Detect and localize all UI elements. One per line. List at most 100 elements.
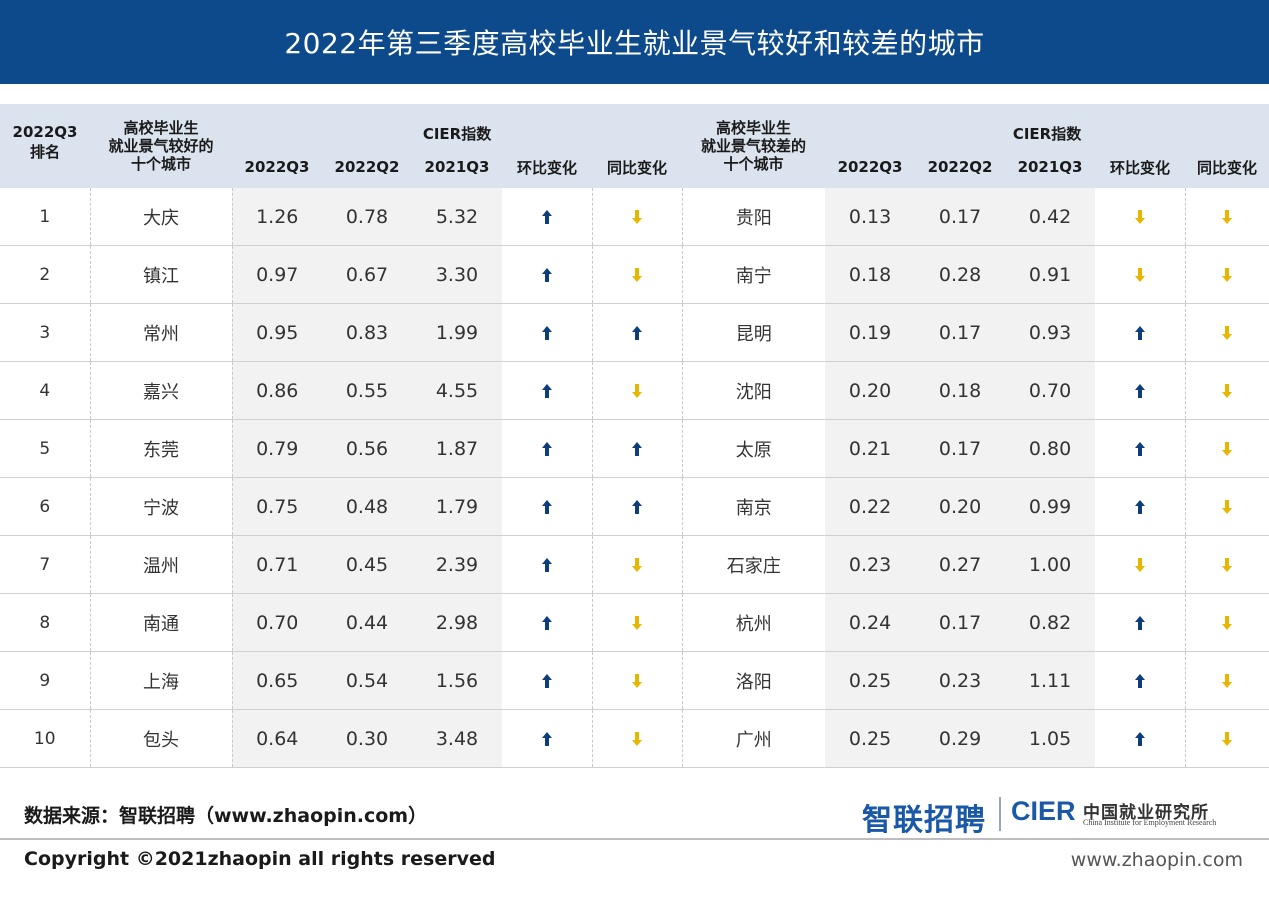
good-2022q2-cell: 0.30 (322, 709, 412, 768)
cier-logo: CIER (1011, 796, 1076, 826)
good-2022q3-cell: 0.75 (232, 477, 322, 536)
table-row: 10 包头 0.64 0.30 3.48 广州 0.25 0.29 1.05 (0, 709, 1269, 768)
good-mom-cell (502, 419, 593, 478)
good-2022q2-cell: 0.45 (322, 535, 412, 594)
table-row: 3 常州 0.95 0.83 1.99 昆明 0.19 0.17 0.93 (0, 303, 1269, 362)
good-2021q3-cell: 1.56 (412, 651, 502, 710)
rank-cell: 9 (0, 651, 91, 710)
arrow-down-icon (632, 674, 643, 688)
bad-yoy-cell (1185, 709, 1269, 768)
bad-yoy-cell (1185, 361, 1269, 420)
good-yoy-cell (592, 535, 683, 594)
good-2021q3-cell: 1.79 (412, 477, 502, 536)
arrow-up-icon (1134, 326, 1145, 340)
bad-city-cell: 沈阳 (682, 361, 826, 420)
good-2022q2-cell: 0.67 (322, 245, 412, 304)
arrow-down-icon (632, 732, 643, 746)
arrow-down-icon (632, 616, 643, 630)
arrow-up-icon (541, 558, 552, 572)
good-yoy-cell (592, 477, 683, 536)
good-2022q3-cell: 0.71 (232, 535, 322, 594)
bad-mom-cell (1095, 188, 1186, 246)
bad-2021q3-cell: 0.82 (1005, 593, 1096, 652)
good-city-cell: 温州 (90, 535, 233, 594)
good-mom-cell (502, 477, 593, 536)
arrow-down-icon (1222, 268, 1233, 282)
bad-2022q3-header: 2022Q3 (825, 146, 916, 188)
bad-2021q3-cell: 1.00 (1005, 535, 1096, 594)
table-row: 8 南通 0.70 0.44 2.98 杭州 0.24 0.17 0.82 (0, 593, 1269, 652)
arrow-down-icon (1222, 558, 1233, 572)
arrow-down-icon (1222, 442, 1233, 456)
copyright: Copyright ©2021zhaopin all rights reserv… (24, 848, 496, 870)
bad-2021q3-header: 2021Q3 (1005, 146, 1096, 188)
title-bar: 2022年第三季度高校毕业生就业景气较好和较差的城市 (0, 0, 1269, 84)
arrow-down-icon (1222, 210, 1233, 224)
bad-yoy-cell (1185, 651, 1269, 710)
table-body: 1 大庆 1.26 0.78 5.32 贵阳 0.13 0.17 0.42 2 镇江 0.97 0.67… (0, 188, 1269, 768)
bad-2022q3-cell: 0.21 (825, 419, 916, 478)
bad-yoy-cell (1185, 245, 1269, 304)
cier-logo-en: China Institute for Employment Research (1083, 818, 1217, 827)
arrow-up-icon (541, 500, 552, 514)
page-title: 2022年第三季度高校毕业生就业景气较好和较差的城市 (284, 27, 985, 60)
bad-2022q2-cell: 0.17 (915, 419, 1006, 478)
rank-cell: 1 (0, 188, 91, 246)
good-mom-cell (502, 535, 593, 594)
bad-2022q3-cell: 0.23 (825, 535, 916, 594)
rank-cell: 5 (0, 419, 91, 478)
data-source: 数据来源：智联招聘（www.zhaopin.com） (24, 805, 428, 827)
good-city-cell: 镇江 (90, 245, 233, 304)
good-2022q2-cell: 0.56 (322, 419, 412, 478)
bad-2021q3-cell: 0.80 (1005, 419, 1096, 478)
arrow-up-icon (1134, 616, 1145, 630)
arrow-down-icon (632, 558, 643, 572)
good-mom-cell (502, 593, 593, 652)
bad-mom-cell (1095, 419, 1186, 478)
bad-2022q3-cell: 0.22 (825, 477, 916, 536)
arrow-down-icon (1222, 384, 1233, 398)
good-2021q3-cell: 3.30 (412, 245, 502, 304)
arrow-up-icon (1134, 674, 1145, 688)
arrow-up-icon (541, 616, 552, 630)
bad-yoy-cell (1185, 535, 1269, 594)
good-yoy-cell (592, 419, 683, 478)
bad-city-cell: 太原 (682, 419, 826, 478)
bad-2022q2-cell: 0.20 (915, 477, 1006, 536)
bad-yoy-cell (1185, 188, 1269, 246)
arrow-down-icon (632, 384, 643, 398)
good-2021q3-cell: 3.48 (412, 709, 502, 768)
good-mom-cell (502, 303, 593, 362)
good-yoy-cell (592, 188, 683, 246)
table-row: 5 东莞 0.79 0.56 1.87 太原 0.21 0.17 0.80 (0, 419, 1269, 478)
arrow-down-icon (1134, 558, 1145, 572)
good-2022q3-cell: 0.70 (232, 593, 322, 652)
arrow-up-icon (541, 268, 552, 282)
arrow-down-icon (1222, 326, 1233, 340)
arrow-down-icon (1222, 616, 1233, 630)
good-2022q3-cell: 0.95 (232, 303, 322, 362)
arrow-up-icon (541, 732, 552, 746)
logo-divider (999, 797, 1001, 831)
good-2021q3-cell: 4.55 (412, 361, 502, 420)
arrow-down-icon (1134, 210, 1145, 224)
arrow-up-icon (1134, 384, 1145, 398)
bad-2022q2-cell: 0.28 (915, 245, 1006, 304)
bad-2021q3-cell: 0.91 (1005, 245, 1096, 304)
good-2022q3-cell: 0.86 (232, 361, 322, 420)
bad-mom-header: 环比变化 (1095, 146, 1186, 188)
good-2022q2-cell: 0.78 (322, 188, 412, 246)
bad-yoy-cell (1185, 477, 1269, 536)
arrow-down-icon (1222, 500, 1233, 514)
good-2022q3-header: 2022Q3 (232, 146, 322, 188)
bad-2021q3-cell: 0.93 (1005, 303, 1096, 362)
good-2021q3-cell: 1.99 (412, 303, 502, 362)
bad-cier-group-header: CIER指数 (825, 104, 1269, 146)
bad-2022q2-cell: 0.27 (915, 535, 1006, 594)
bad-yoy-cell (1185, 419, 1269, 478)
good-2021q3-header: 2021Q3 (412, 146, 502, 188)
good-2021q3-cell: 1.87 (412, 419, 502, 478)
good-city-cell: 宁波 (90, 477, 233, 536)
good-2022q2-cell: 0.44 (322, 593, 412, 652)
bad-city-header: 高校毕业生 就业景气较差的 十个城市 (682, 104, 826, 188)
